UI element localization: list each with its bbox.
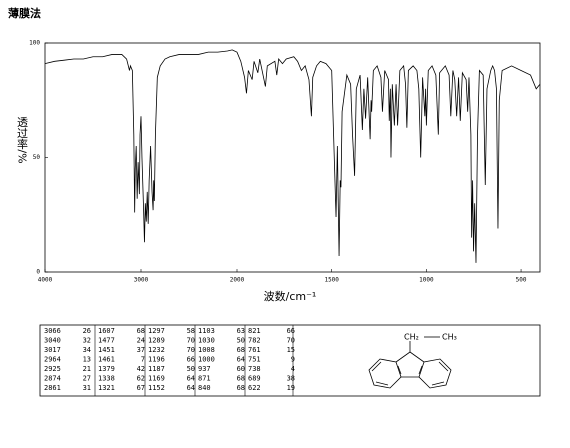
peak-transmittance: 64 (187, 384, 195, 392)
peak-wavenumber: 1008 (198, 346, 215, 354)
peak-transmittance: 24 (137, 337, 145, 345)
peak-transmittance: 68 (237, 384, 245, 392)
x-tick-label: 3000 (134, 277, 149, 284)
peak-transmittance: 31 (83, 384, 91, 392)
peak-wavenumber: 689 (248, 375, 261, 383)
peak-wavenumber: 1321 (98, 384, 115, 392)
peak-transmittance: 62 (137, 375, 145, 383)
peak-transmittance: 60 (237, 365, 245, 373)
x-axis-label: 波数/cm⁻¹ (264, 290, 317, 303)
peak-wavenumber: 1338 (98, 375, 115, 383)
peak-transmittance: 13 (83, 356, 91, 364)
peak-transmittance: 26 (83, 327, 91, 335)
peak-transmittance: 58 (187, 327, 195, 335)
peak-transmittance: 63 (237, 327, 245, 335)
table-frame (39, 324, 541, 397)
peak-wavenumber: 738 (248, 365, 261, 373)
peak-transmittance: 64 (187, 375, 195, 383)
y-tick-label: 50 (33, 154, 41, 161)
peak-wavenumber: 1607 (98, 327, 115, 335)
peak-transmittance: 7 (141, 356, 145, 364)
peak-wavenumber: 1169 (148, 375, 165, 383)
spectrum-line (44, 49, 541, 263)
peak-wavenumber: 2861 (44, 384, 61, 392)
chart-title: 薄膜法 (8, 6, 41, 20)
peak-transmittance: 42 (137, 365, 145, 373)
y-tick-label: 100 (29, 40, 40, 47)
peak-transmittance: 4 (291, 365, 295, 373)
peak-transmittance: 67 (137, 384, 145, 392)
peak-wavenumber: 2925 (44, 365, 61, 373)
peak-wavenumber: 1152 (148, 384, 165, 392)
peak-wavenumber: 2964 (44, 356, 61, 364)
peak-wavenumber: 622 (248, 384, 261, 392)
x-tick-label: 4000 (38, 277, 53, 284)
peak-wavenumber: 1461 (98, 356, 115, 364)
peak-wavenumber: 3066 (44, 327, 61, 335)
peak-transmittance: 19 (287, 384, 295, 392)
peak-wavenumber: 1289 (148, 337, 165, 345)
peak-wavenumber: 937 (198, 365, 211, 373)
peak-wavenumber: 1030 (198, 337, 215, 345)
peak-transmittance: 70 (187, 346, 195, 354)
peak-transmittance: 70 (287, 337, 295, 345)
peak-wavenumber: 1196 (148, 356, 165, 364)
peak-transmittance: 32 (83, 337, 91, 345)
peak-transmittance: 21 (83, 365, 91, 373)
x-tick-label: 2000 (230, 277, 245, 284)
peak-transmittance: 70 (187, 337, 195, 345)
peak-transmittance: 15 (287, 346, 295, 354)
peak-transmittance: 66 (287, 327, 295, 335)
peak-wavenumber: 1232 (148, 346, 165, 354)
y-tick-label: 0 (36, 269, 40, 276)
peak-transmittance: 27 (83, 375, 91, 383)
structure-label: CH₃ (442, 333, 457, 342)
peak-transmittance: 38 (287, 375, 295, 383)
table-separators (94, 325, 294, 396)
peak-wavenumber: 1000 (198, 356, 215, 364)
peak-transmittance: 50 (237, 337, 245, 345)
peak-wavenumber: 3017 (44, 346, 61, 354)
peak-transmittance: 34 (83, 346, 91, 354)
peak-wavenumber: 1477 (98, 337, 115, 345)
peak-wavenumber: 782 (248, 337, 261, 345)
peak-transmittance: 9 (291, 356, 295, 364)
x-tick-label: 1500 (324, 277, 339, 284)
peak-wavenumber: 761 (248, 346, 261, 354)
structure-label: CH₂ (404, 333, 419, 342)
peak-transmittance: 64 (237, 356, 245, 364)
peak-transmittance: 68 (237, 346, 245, 354)
peak-wavenumber: 3040 (44, 337, 61, 345)
peak-transmittance: 68 (237, 375, 245, 383)
structure-drawing (368, 336, 452, 389)
peak-wavenumber: 1379 (98, 365, 115, 373)
peak-wavenumber: 751 (248, 356, 261, 364)
peak-transmittance: 50 (187, 365, 195, 373)
peak-wavenumber: 1187 (148, 365, 165, 373)
peak-wavenumber: 840 (198, 384, 211, 392)
peak-transmittance: 66 (187, 356, 195, 364)
plot-frame (44, 42, 541, 273)
peak-wavenumber: 821 (248, 327, 261, 335)
peak-wavenumber: 1103 (198, 327, 215, 335)
peak-wavenumber: 1297 (148, 327, 165, 335)
peak-transmittance: 37 (137, 346, 145, 354)
y-axis-label: 透过率/% (16, 116, 29, 163)
x-tick-label: 500 (516, 277, 527, 284)
peak-wavenumber: 2874 (44, 375, 61, 383)
peak-wavenumber: 871 (198, 375, 211, 383)
peak-transmittance: 68 (137, 327, 145, 335)
x-tick-label: 1000 (419, 277, 434, 284)
peak-wavenumber: 1451 (98, 346, 115, 354)
